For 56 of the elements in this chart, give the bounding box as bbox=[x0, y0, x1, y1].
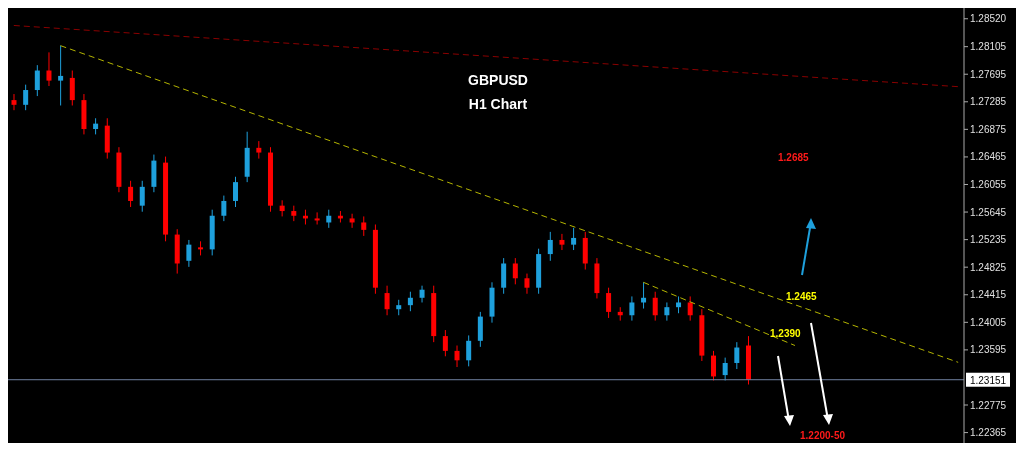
y-tick-label: 1.23595 bbox=[970, 344, 1007, 356]
y-tick-label: 1.22775 bbox=[970, 399, 1007, 411]
candlestick bbox=[314, 211, 320, 225]
annotation: 1.2200-50 bbox=[800, 430, 846, 441]
candlestick bbox=[664, 301, 670, 322]
candlestick bbox=[442, 329, 448, 357]
y-tick-label: 1.24825 bbox=[970, 261, 1007, 273]
candlestick bbox=[221, 195, 227, 222]
candlestick bbox=[629, 295, 635, 322]
annotation: 1.2685 bbox=[778, 152, 809, 163]
candlestick bbox=[23, 84, 29, 111]
y-tick-label: 1.26055 bbox=[970, 179, 1007, 191]
candlestick bbox=[186, 239, 192, 268]
candlestick bbox=[128, 180, 134, 208]
y-tick-label: 1.27695 bbox=[970, 68, 1007, 80]
ref-line-label: 1.23151 bbox=[969, 374, 1007, 386]
y-tick-label: 1.28520 bbox=[970, 13, 1007, 25]
y-tick-label: 1.25235 bbox=[970, 234, 1007, 246]
candlestick bbox=[711, 350, 717, 381]
candlestick bbox=[466, 334, 472, 367]
candlestick bbox=[524, 273, 530, 295]
candlestick bbox=[233, 176, 239, 208]
candlestick bbox=[547, 231, 553, 262]
y-tick-label: 1.24415 bbox=[970, 289, 1007, 301]
candlestick bbox=[407, 291, 413, 312]
candlestick bbox=[46, 51, 52, 87]
y-tick-label: 1.27285 bbox=[970, 96, 1007, 108]
candlestick bbox=[734, 341, 740, 370]
y-tick-label: 1.24005 bbox=[970, 316, 1007, 328]
y-tick-label: 1.26465 bbox=[970, 151, 1007, 163]
candlestick bbox=[34, 64, 40, 97]
candlestick bbox=[559, 233, 565, 251]
candlestick bbox=[384, 285, 390, 316]
text: H1 Chart bbox=[467, 96, 529, 112]
candlestick bbox=[454, 345, 460, 368]
candlestick bbox=[571, 227, 577, 251]
y-tick-label: 1.22365 bbox=[970, 427, 1007, 439]
y-tick-label: 1.26875 bbox=[970, 123, 1007, 135]
candlestick bbox=[279, 199, 285, 217]
text: GBPUSD bbox=[467, 72, 529, 88]
annotation: 1.2465 bbox=[786, 291, 817, 302]
candlestick bbox=[69, 70, 75, 106]
candlestick bbox=[361, 215, 367, 237]
candlestick bbox=[687, 295, 693, 322]
candlestick bbox=[58, 45, 64, 106]
y-tick-label: 1.28105 bbox=[970, 41, 1007, 53]
candlestick bbox=[606, 287, 612, 319]
candlestick bbox=[349, 213, 355, 229]
candlestick bbox=[419, 285, 425, 303]
candlestick bbox=[722, 357, 728, 381]
candlestick bbox=[139, 180, 145, 213]
candlestick bbox=[512, 257, 518, 285]
candlestick bbox=[652, 291, 658, 322]
annotation: 1.2390 bbox=[770, 328, 801, 339]
y-tick-label: 1.25645 bbox=[970, 206, 1007, 218]
candlestick bbox=[11, 93, 17, 111]
